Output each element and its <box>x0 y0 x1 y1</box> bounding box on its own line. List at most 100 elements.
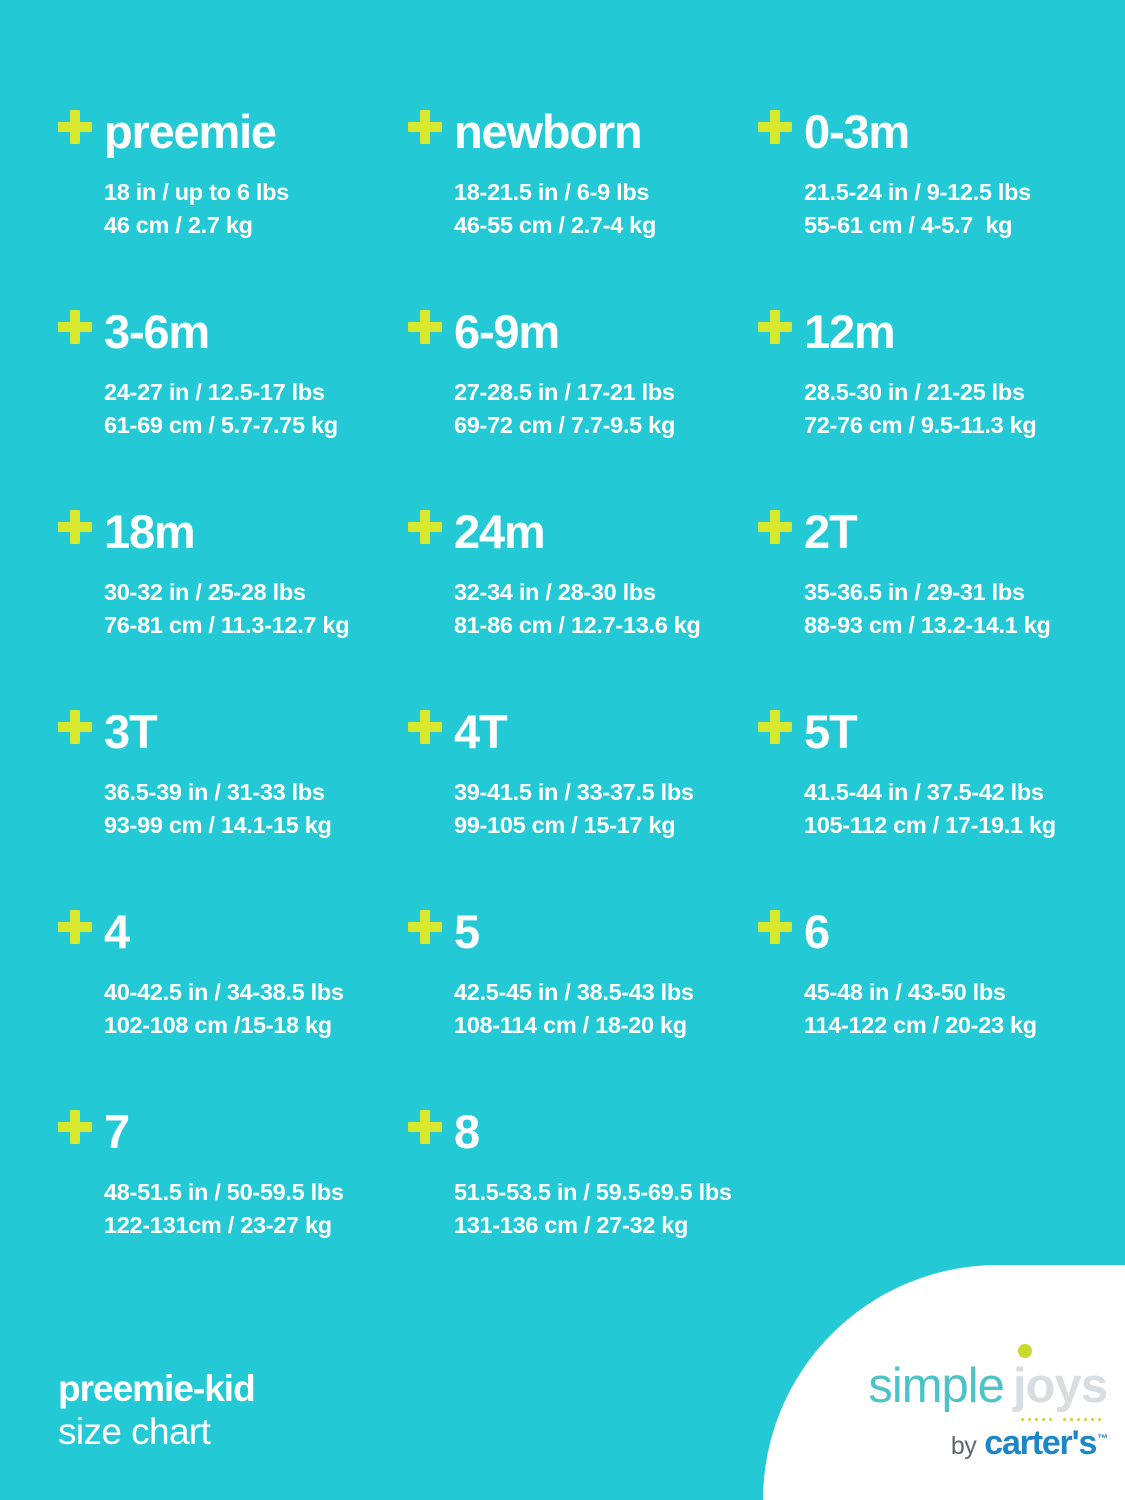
size-measurements: 27-28.5 in / 17-21 lbs 69-72 cm / 7.7-9.5… <box>454 376 758 442</box>
size-cell: 4T 39-41.5 in / 33-37.5 lbs 99-105 cm / 15… <box>408 708 758 908</box>
size-imperial: 35-36.5 in / 29-31 lbs <box>804 579 1025 605</box>
size-cell: 24m 32-34 in / 28-30 lbs 81-86 cm / 12.7-1… <box>408 508 758 708</box>
size-cell: 7 48-51.5 in / 50-59.5 lbs 122-131cm / 23-… <box>58 1108 408 1308</box>
size-label: 4T <box>454 705 508 758</box>
size-metric: 69-72 cm / 7.7-9.5 kg <box>454 412 676 438</box>
size-measurements: 21.5-24 in / 9-12.5 lbs 55-61 cm / 4-5.7 … <box>804 176 1088 242</box>
size-label: 5T <box>804 705 858 758</box>
size-cell: newborn 18-21.5 in / 6-9 lbs 46-55 cm / 2.… <box>408 108 758 308</box>
plus-icon <box>758 310 792 344</box>
size-imperial: 48-51.5 in / 50-59.5 lbs <box>104 1179 344 1205</box>
size-metric: 61-69 cm / 5.7-7.75 kg <box>104 412 338 438</box>
plus-icon <box>408 1110 442 1144</box>
plus-icon <box>408 710 442 744</box>
size-metric: 108-114 cm / 18-20 kg <box>454 1012 687 1038</box>
size-measurements: 24-27 in / 12.5-17 lbs 61-69 cm / 5.7-7.7… <box>104 376 408 442</box>
plus-icon <box>58 910 92 944</box>
size-measurements: 30-32 in / 25-28 lbs 76-81 cm / 11.3-12.7… <box>104 576 408 642</box>
size-header: 6 <box>758 908 1088 970</box>
size-metric: 88-93 cm / 13.2-14.1 kg <box>804 612 1051 638</box>
size-cell: 18m 30-32 in / 25-28 lbs 76-81 cm / 11.3-1… <box>58 508 408 708</box>
plus-icon <box>58 510 92 544</box>
plus-icon <box>758 910 792 944</box>
logo-word-carters: carter's™ <box>984 1426 1108 1460</box>
logo-word-simple: simple <box>868 1359 1005 1413</box>
size-measurements: 51.5-53.5 in / 59.5-69.5 lbs 131-136 cm /… <box>454 1176 758 1242</box>
plus-icon <box>758 710 792 744</box>
size-header: 12m <box>758 308 1088 370</box>
size-cell: 6 45-48 in / 43-50 lbs 114-122 cm / 20-23 … <box>758 908 1088 1108</box>
logo-dot-row-decoration <box>1021 1418 1101 1421</box>
size-metric: 122-131cm / 23-27 kg <box>104 1212 332 1238</box>
size-imperial: 41.5-44 in / 37.5-42 lbs <box>804 779 1044 805</box>
size-imperial: 18 in / up to 6 lbs <box>104 179 289 205</box>
logo-word-by: by <box>950 1432 977 1460</box>
size-label: 18m <box>104 505 196 558</box>
size-cell: 3T 36.5-39 in / 31-33 lbs 93-99 cm / 14.1-… <box>58 708 408 908</box>
size-metric: 46-55 cm / 2.7-4 kg <box>454 212 657 238</box>
size-imperial: 21.5-24 in / 9-12.5 lbs <box>804 179 1031 205</box>
size-label: 3-6m <box>104 305 210 358</box>
size-measurements: 36.5-39 in / 31-33 lbs 93-99 cm / 14.1-15… <box>104 776 408 842</box>
size-metric: 46 cm / 2.7 kg <box>104 212 253 238</box>
size-cell: 3-6m 24-27 in / 12.5-17 lbs 61-69 cm / 5.7… <box>58 308 408 508</box>
size-measurements: 18-21.5 in / 6-9 lbs 46-55 cm / 2.7-4 kg <box>454 176 758 242</box>
size-metric: 131-136 cm / 27-32 kg <box>454 1212 689 1238</box>
size-label: 5 <box>454 905 480 958</box>
size-measurements: 18 in / up to 6 lbs 46 cm / 2.7 kg <box>104 176 408 242</box>
logo-wordmark-row: simple joys <box>797 1344 1108 1421</box>
plus-icon <box>58 710 92 744</box>
size-grid: preemie 18 in / up to 6 lbs 46 cm / 2.7 kg… <box>58 108 1088 1308</box>
size-header: preemie <box>58 108 408 170</box>
size-label: 6-9m <box>454 305 560 358</box>
plus-icon <box>408 910 442 944</box>
size-header: 3-6m <box>58 308 408 370</box>
size-label: 6 <box>804 905 830 958</box>
size-imperial: 39-41.5 in / 33-37.5 lbs <box>454 779 694 805</box>
size-imperial: 32-34 in / 28-30 lbs <box>454 579 656 605</box>
plus-icon <box>758 110 792 144</box>
size-header: newborn <box>408 108 758 170</box>
size-imperial: 18-21.5 in / 6-9 lbs <box>454 179 650 205</box>
size-cell: 5 42.5-45 in / 38.5-43 lbs 108-114 cm / 18… <box>408 908 758 1108</box>
size-metric: 55-61 cm / 4-5.7 kg <box>804 212 1013 238</box>
size-imperial: 28.5-30 in / 21-25 lbs <box>804 379 1025 405</box>
size-cell: 4 40-42.5 in / 34-38.5 lbs 102-108 cm /15-… <box>58 908 408 1108</box>
size-header: 7 <box>58 1108 408 1170</box>
size-imperial: 42.5-45 in / 38.5-43 lbs <box>454 979 694 1005</box>
size-cell: 2T 35-36.5 in / 29-31 lbs 88-93 cm / 13.2-… <box>758 508 1088 708</box>
size-metric: 114-122 cm / 20-23 kg <box>804 1012 1037 1038</box>
footer-title-line1: preemie-kid <box>58 1368 256 1409</box>
size-metric: 99-105 cm / 15-17 kg <box>454 812 676 838</box>
plus-icon <box>408 110 442 144</box>
size-cell: 5T 41.5-44 in / 37.5-42 lbs 105-112 cm / 1… <box>758 708 1088 908</box>
size-header: 5T <box>758 708 1088 770</box>
size-header: 4 <box>58 908 408 970</box>
logo-word-joys: joys <box>1013 1344 1108 1412</box>
size-cell: 0-3m 21.5-24 in / 9-12.5 lbs 55-61 cm / 4-… <box>758 108 1088 308</box>
size-metric: 105-112 cm / 17-19.1 kg <box>804 812 1056 838</box>
logo-dot-group-right <box>1063 1418 1101 1421</box>
size-metric: 76-81 cm / 11.3-12.7 kg <box>104 612 350 638</box>
size-measurements: 40-42.5 in / 34-38.5 lbs 102-108 cm /15-1… <box>104 976 408 1042</box>
plus-icon <box>58 110 92 144</box>
size-metric: 81-86 cm / 12.7-13.6 kg <box>454 612 701 638</box>
plus-icon <box>408 510 442 544</box>
plus-icon <box>758 510 792 544</box>
size-header: 2T <box>758 508 1088 570</box>
size-label: 2T <box>804 505 858 558</box>
plus-icon <box>58 1110 92 1144</box>
size-header: 18m <box>58 508 408 570</box>
logo-dot-group-left <box>1021 1418 1052 1421</box>
size-metric: 102-108 cm /15-18 kg <box>104 1012 332 1038</box>
size-measurements: 41.5-44 in / 37.5-42 lbs 105-112 cm / 17-… <box>804 776 1088 842</box>
logo-dot-icon <box>1017 1344 1032 1358</box>
size-metric: 72-76 cm / 9.5-11.3 kg <box>804 412 1037 438</box>
size-label: 7 <box>104 1105 130 1158</box>
brand-logo: simple joys by carter's™ <box>797 1344 1108 1460</box>
plus-icon <box>408 310 442 344</box>
size-measurements: 32-34 in / 28-30 lbs 81-86 cm / 12.7-13.6… <box>454 576 758 642</box>
size-cell: 12m 28.5-30 in / 21-25 lbs 72-76 cm / 9.5-… <box>758 308 1088 508</box>
plus-icon <box>58 310 92 344</box>
